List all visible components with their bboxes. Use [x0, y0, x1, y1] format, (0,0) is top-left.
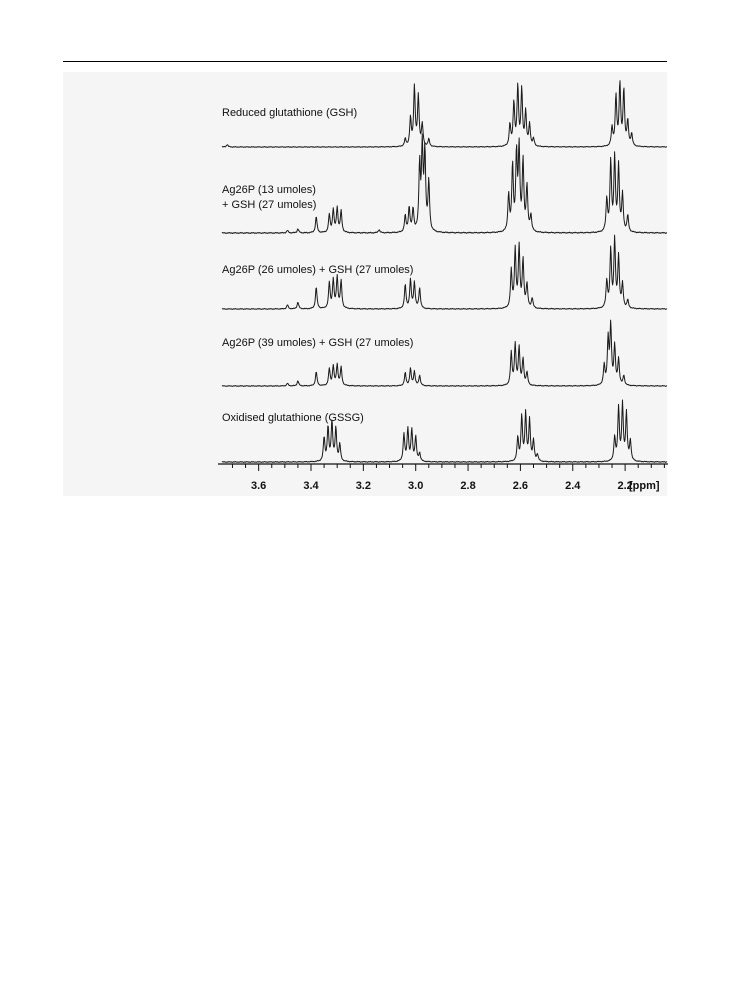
tick-label: 3.4 [303, 480, 319, 492]
spectrum-trace-5 [221, 399, 668, 463]
nmr-figure [63, 72, 667, 496]
tick-label: 2.2 [617, 480, 632, 492]
spectrum-trace-1 [221, 80, 668, 148]
x-axis: 3.6 3.4 3.2 3.0 2.8 2.6 2.4 2.2 [ppm] [218, 463, 668, 492]
spectrum-label-5-line-1: Oxidised glutathione (GSSG) [222, 412, 364, 424]
tick-label: 2.8 [460, 480, 475, 492]
spectrum-trace-3 [221, 234, 668, 310]
spectrum-label-4-line-1: Ag26P (39 umoles) + GSH (27 umoles) [222, 337, 413, 349]
spectrum-label-1-line-1: Reduced glutathione (GSH) [222, 107, 357, 119]
tick-label: 2.6 [513, 480, 528, 492]
tick-label: 3.2 [356, 480, 371, 492]
x-axis-ticks: 3.6 3.4 3.2 3.0 2.8 2.6 2.4 2.2 [231, 464, 665, 492]
spectrum-trace-4 [221, 319, 668, 387]
tick-label: 2.4 [565, 480, 581, 492]
page-header-rule [63, 61, 667, 62]
spectrum-trace-2 [221, 133, 668, 235]
tick-label: 3.6 [251, 480, 266, 492]
spectrum-label-2-line-2: + GSH (27 umoles) [222, 199, 316, 211]
spectrum-labels: Reduced glutathione (GSH) Ag26P (13 umole… [222, 107, 413, 424]
x-axis-unit-label: [ppm] [629, 480, 660, 492]
tick-label: 3.0 [408, 480, 423, 492]
spectrum-label-2-line-1: Ag26P (13 umoles) [222, 184, 316, 196]
spectrum-label-3-line-1: Ag26P (26 umoles) + GSH (27 umoles) [222, 264, 413, 276]
spectrum-traces [221, 80, 668, 463]
